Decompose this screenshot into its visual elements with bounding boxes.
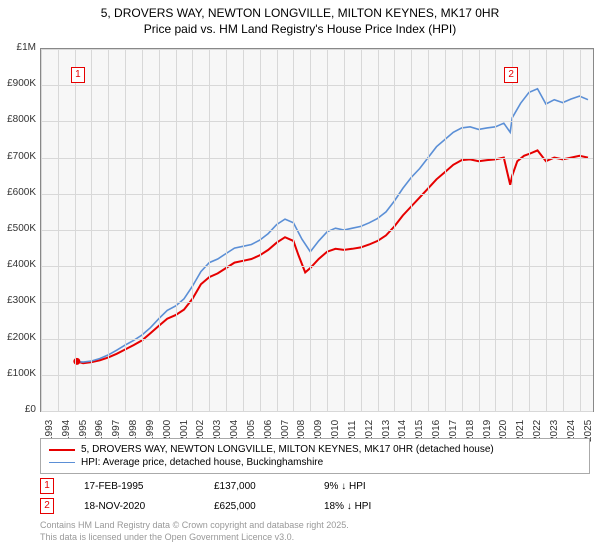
plot-area: 12 bbox=[40, 48, 594, 412]
data-point-price: £625,000 bbox=[214, 501, 294, 512]
y-tick-label: £400K bbox=[0, 259, 36, 270]
data-point-price: £137,000 bbox=[214, 481, 294, 492]
footer-attribution: Contains HM Land Registry data © Crown c… bbox=[40, 514, 590, 543]
data-point-row: 1 17-FEB-1995 £137,000 9% ↓ HPI bbox=[40, 474, 590, 494]
title-line-2: Price paid vs. HM Land Registry's House … bbox=[0, 22, 600, 38]
transaction-marker-1: 1 bbox=[71, 67, 85, 83]
legend-item: 5, DROVERS WAY, NEWTON LONGVILLE, MILTON… bbox=[49, 443, 581, 456]
y-tick-label: £600K bbox=[0, 187, 36, 198]
legend-box: 5, DROVERS WAY, NEWTON LONGVILLE, MILTON… bbox=[40, 438, 590, 474]
legend-swatch bbox=[49, 449, 75, 451]
data-point-marker: 1 bbox=[40, 478, 54, 494]
legend-section: 5, DROVERS WAY, NEWTON LONGVILLE, MILTON… bbox=[40, 438, 590, 543]
y-tick-label: £100K bbox=[0, 368, 36, 379]
y-tick-label: £800K bbox=[0, 114, 36, 125]
legend-label: 5, DROVERS WAY, NEWTON LONGVILLE, MILTON… bbox=[81, 444, 494, 455]
title-line-1: 5, DROVERS WAY, NEWTON LONGVILLE, MILTON… bbox=[0, 6, 600, 22]
y-tick-label: £1M bbox=[0, 42, 36, 53]
data-point-diff: 18% ↓ HPI bbox=[324, 501, 371, 512]
transaction-marker-2: 2 bbox=[504, 67, 518, 83]
legend-swatch bbox=[49, 462, 75, 463]
data-point-row: 2 18-NOV-2020 £625,000 18% ↓ HPI bbox=[40, 494, 590, 514]
footer-line-1: Contains HM Land Registry data © Crown c… bbox=[40, 520, 590, 532]
chart-container: 5, DROVERS WAY, NEWTON LONGVILLE, MILTON… bbox=[0, 0, 600, 560]
data-point-date: 17-FEB-1995 bbox=[84, 481, 184, 492]
data-points-table: 1 17-FEB-1995 £137,000 9% ↓ HPI 2 18-NOV-2020… bbox=[40, 474, 590, 514]
footer-line-2: This data is licensed under the Open Gov… bbox=[40, 532, 590, 544]
data-point-marker: 2 bbox=[40, 498, 54, 514]
chart-area: 12 £0£100K£200K£300K£400K£500K£600K£700K… bbox=[40, 48, 592, 410]
chart-title: 5, DROVERS WAY, NEWTON LONGVILLE, MILTON… bbox=[0, 0, 600, 37]
y-tick-label: £300K bbox=[0, 295, 36, 306]
y-tick-label: £900K bbox=[0, 78, 36, 89]
y-tick-label: £500K bbox=[0, 223, 36, 234]
legend-item: HPI: Average price, detached house, Buck… bbox=[49, 456, 581, 469]
y-tick-label: £700K bbox=[0, 151, 36, 162]
y-tick-label: £200K bbox=[0, 332, 36, 343]
legend-label: HPI: Average price, detached house, Buck… bbox=[81, 457, 323, 468]
data-point-diff: 9% ↓ HPI bbox=[324, 481, 366, 492]
data-point-date: 18-NOV-2020 bbox=[84, 501, 184, 512]
y-tick-label: £0 bbox=[0, 404, 36, 415]
